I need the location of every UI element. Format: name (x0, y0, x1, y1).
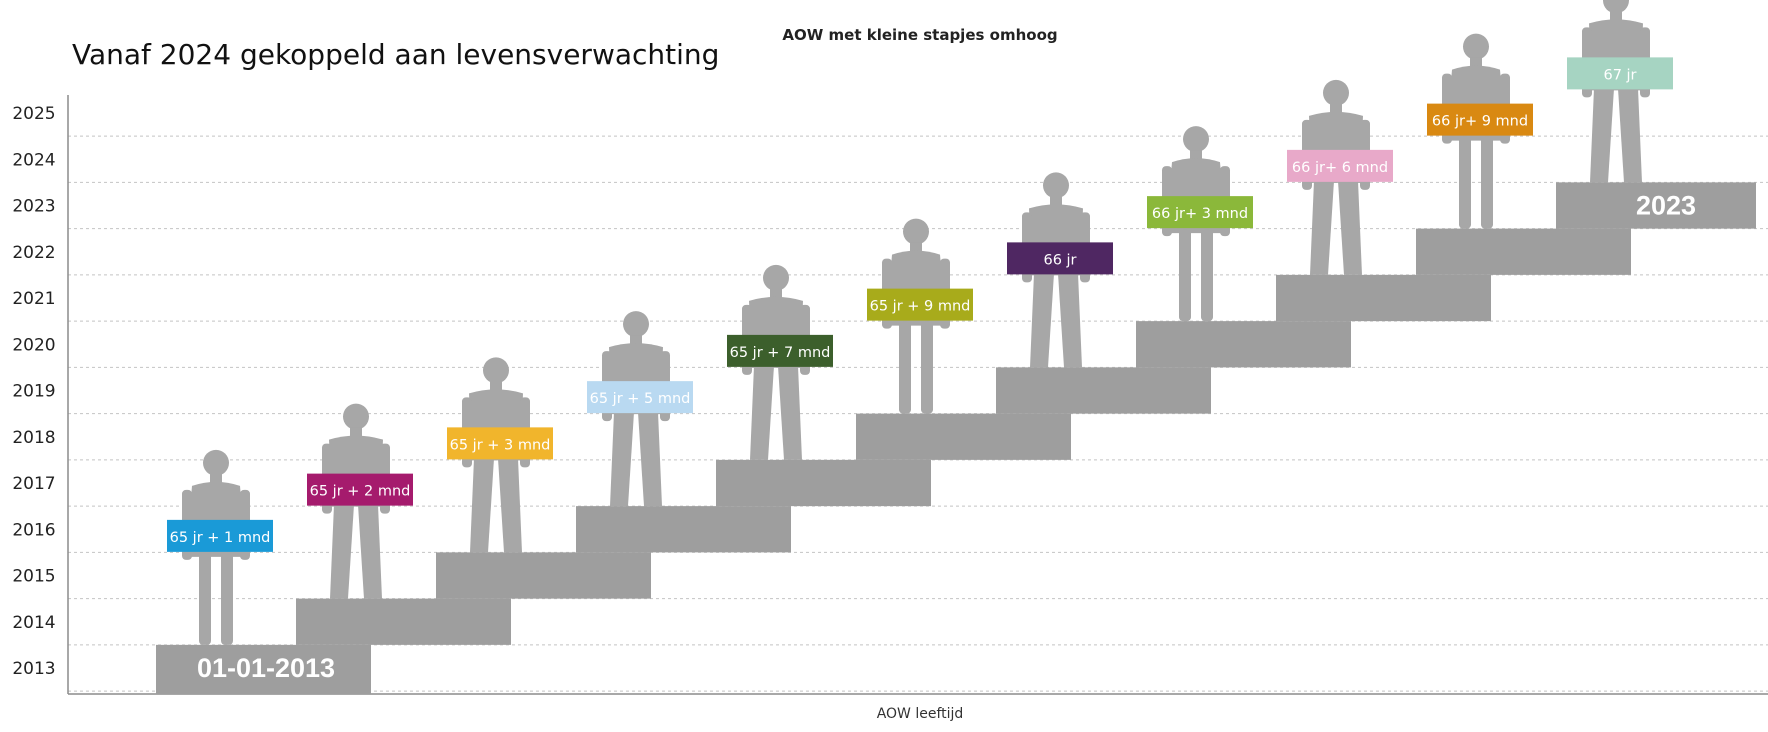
age-label-board (867, 288, 973, 321)
stair-annotation: 2023 (1636, 190, 1696, 220)
stair-step (156, 644, 371, 694)
stair-step (1556, 182, 1756, 229)
y-tick-label: 2015 (12, 567, 55, 587)
stair-step (1136, 321, 1351, 368)
stair-step (296, 598, 511, 645)
stair-step (996, 367, 1211, 414)
age-label-board (1007, 242, 1113, 275)
y-tick-label: 2016 (12, 520, 55, 540)
y-tick-label: 2014 (12, 613, 55, 633)
age-label-board (727, 334, 833, 367)
age-label-text: 66 jr+ 9 mnd (1432, 114, 1528, 130)
chart-title: AOW met kleine stapjes omhoog (782, 26, 1058, 44)
age-label-text: 65 jr + 2 mnd (310, 484, 411, 500)
age-label-text: 65 jr + 3 mnd (450, 437, 551, 453)
age-label-text: 67 jr (1603, 67, 1636, 83)
stair-annotation: 01-01-2013 (197, 653, 335, 683)
age-label-board (447, 427, 553, 460)
stair-step (856, 413, 1071, 460)
age-label-board (1427, 103, 1533, 136)
age-label-text: 65 jr + 9 mnd (870, 299, 971, 315)
stair-step (716, 459, 931, 507)
stair-step (436, 552, 651, 599)
y-tick-label: 2018 (12, 428, 55, 448)
y-tick-label: 2013 (12, 659, 55, 679)
person-silhouette (1582, 0, 1650, 183)
age-label-board (167, 519, 273, 552)
y-tick-label: 2020 (12, 335, 55, 355)
y-tick-label: 2021 (12, 289, 55, 309)
chart-subtitle: Vanaf 2024 gekoppeld aan levensverwachti… (72, 38, 720, 71)
age-label-board (1287, 149, 1393, 182)
y-tick-label: 2022 (12, 243, 55, 263)
x-axis-label: AOW leeftijd (876, 706, 964, 722)
age-label-text: 65 jr + 5 mnd (590, 391, 691, 407)
y-tick-label: 2019 (12, 382, 55, 402)
y-tick-label: 2024 (12, 150, 55, 170)
y-tick-label: 2025 (12, 104, 55, 124)
stair-step (576, 506, 791, 553)
person-silhouette (1022, 172, 1090, 368)
stair-step (1416, 228, 1631, 275)
age-label-board (587, 381, 693, 414)
age-label-text: 65 jr + 7 mnd (730, 345, 831, 361)
y-tick-label: 2023 (12, 197, 55, 217)
age-label-text: 66 jr (1043, 252, 1076, 268)
age-label-board (307, 473, 413, 506)
age-label-board (1147, 196, 1253, 229)
age-label-text: 65 jr + 1 mnd (170, 530, 271, 546)
stair-step (1276, 274, 1491, 322)
y-tick-label: 2017 (12, 474, 55, 494)
age-label-board (1567, 57, 1673, 90)
age-label-text: 66 jr+ 6 mnd (1292, 160, 1388, 176)
age-label-text: 66 jr+ 3 mnd (1152, 206, 1248, 222)
